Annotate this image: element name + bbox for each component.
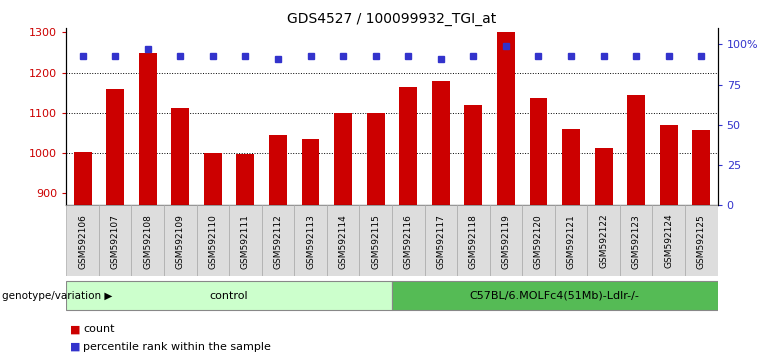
Bar: [522, 205, 555, 276]
Title: GDS4527 / 100099932_TGI_at: GDS4527 / 100099932_TGI_at: [287, 12, 497, 26]
Bar: [73, 152, 91, 205]
Bar: [269, 135, 287, 205]
Bar: [229, 205, 262, 276]
Bar: [66, 281, 392, 310]
Bar: [457, 205, 490, 276]
Bar: [464, 105, 482, 205]
Bar: [392, 205, 424, 276]
Text: GSM592106: GSM592106: [78, 214, 87, 269]
Text: GSM592113: GSM592113: [306, 214, 315, 269]
Bar: [172, 108, 190, 205]
Text: GSM592117: GSM592117: [436, 214, 445, 269]
Bar: [685, 205, 718, 276]
Bar: [555, 205, 587, 276]
Bar: [392, 281, 718, 310]
Text: GSM592122: GSM592122: [599, 214, 608, 268]
Bar: [620, 205, 652, 276]
Text: GSM592119: GSM592119: [502, 214, 510, 269]
Text: GSM592121: GSM592121: [566, 214, 576, 269]
Bar: [327, 205, 360, 276]
Text: count: count: [83, 324, 115, 334]
Bar: [164, 205, 197, 276]
Bar: [587, 205, 620, 276]
Text: C57BL/6.MOLFc4(51Mb)-Ldlr-/-: C57BL/6.MOLFc4(51Mb)-Ldlr-/-: [470, 291, 640, 301]
Text: GSM592116: GSM592116: [404, 214, 413, 269]
Text: GSM592123: GSM592123: [632, 214, 640, 269]
Bar: [562, 129, 580, 205]
Bar: [139, 53, 157, 205]
Bar: [106, 88, 124, 205]
Text: GSM592125: GSM592125: [697, 214, 706, 269]
Bar: [594, 148, 612, 205]
Bar: [399, 87, 417, 205]
Bar: [530, 97, 548, 205]
Text: GSM592108: GSM592108: [144, 214, 152, 269]
Text: GSM592115: GSM592115: [371, 214, 380, 269]
Bar: [302, 139, 320, 205]
Bar: [131, 205, 164, 276]
Text: genotype/variation ▶: genotype/variation ▶: [2, 291, 112, 301]
Text: GSM592120: GSM592120: [534, 214, 543, 269]
Bar: [360, 205, 392, 276]
Text: ■: ■: [70, 342, 80, 352]
Bar: [197, 205, 229, 276]
Text: control: control: [210, 291, 249, 301]
Text: GSM592124: GSM592124: [665, 214, 673, 268]
Bar: [424, 205, 457, 276]
Bar: [334, 113, 352, 205]
Bar: [262, 205, 294, 276]
Bar: [432, 81, 450, 205]
Bar: [497, 32, 515, 205]
Text: ■: ■: [70, 324, 80, 334]
Bar: [99, 205, 131, 276]
Bar: [236, 154, 254, 205]
Text: GSM592112: GSM592112: [274, 214, 282, 269]
Bar: [367, 113, 385, 205]
Text: GSM592111: GSM592111: [241, 214, 250, 269]
Bar: [693, 130, 711, 205]
Text: GSM592110: GSM592110: [208, 214, 218, 269]
Bar: [204, 153, 222, 205]
Text: GSM592114: GSM592114: [339, 214, 348, 269]
Text: percentile rank within the sample: percentile rank within the sample: [83, 342, 271, 352]
Text: GSM592118: GSM592118: [469, 214, 478, 269]
Bar: [660, 125, 678, 205]
Bar: [627, 96, 645, 205]
Bar: [66, 205, 99, 276]
Text: GSM592107: GSM592107: [111, 214, 119, 269]
Bar: [652, 205, 685, 276]
Bar: [294, 205, 327, 276]
Text: GSM592109: GSM592109: [176, 214, 185, 269]
Bar: [490, 205, 523, 276]
